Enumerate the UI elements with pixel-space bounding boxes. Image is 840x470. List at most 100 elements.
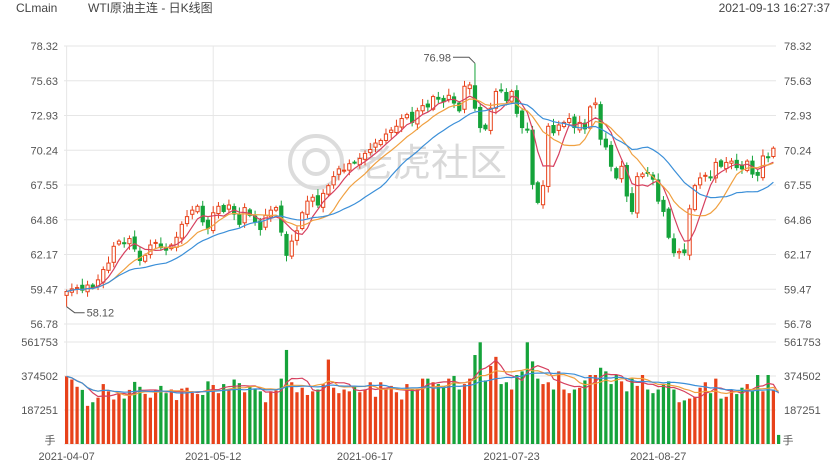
volume-bar xyxy=(101,384,105,444)
watermark-text: 老虎社区 xyxy=(355,141,507,185)
price-tick-right: 67.55 xyxy=(784,180,812,192)
candle-body xyxy=(326,185,331,195)
volume-bar xyxy=(745,384,749,444)
candle xyxy=(336,165,341,181)
candle xyxy=(137,246,143,266)
candle-body xyxy=(137,250,143,262)
volume-bar xyxy=(70,379,74,444)
candle-body xyxy=(488,107,493,131)
candle-body xyxy=(499,89,504,92)
volume-bar xyxy=(85,405,90,444)
volume-bar xyxy=(201,394,205,444)
volume-bar xyxy=(567,393,571,444)
symbol-label: CLmain xyxy=(16,1,58,15)
volume-bar xyxy=(729,389,734,444)
candle xyxy=(703,172,708,182)
volume-bar xyxy=(761,391,765,444)
volume-bar xyxy=(91,402,95,444)
candle xyxy=(745,159,750,173)
candle-body xyxy=(436,96,441,100)
candle xyxy=(237,207,242,228)
candle xyxy=(373,138,378,153)
candle xyxy=(106,256,111,274)
volume-bar xyxy=(687,398,692,444)
candle-body xyxy=(467,84,472,90)
volume-bar xyxy=(394,392,399,444)
candle-body xyxy=(373,142,378,148)
date-tick: 2021-08-27 xyxy=(630,451,686,463)
candle-body xyxy=(582,122,588,130)
candle xyxy=(504,88,509,106)
candle xyxy=(666,207,671,240)
volume-bar xyxy=(693,396,697,444)
candle xyxy=(305,195,310,219)
candle xyxy=(289,234,294,260)
candle xyxy=(514,85,519,118)
candle-body xyxy=(671,238,677,254)
price-tick-right: 64.86 xyxy=(784,215,812,227)
candle xyxy=(682,243,687,256)
volume-bar xyxy=(677,402,681,444)
volume-unit-left: 手 xyxy=(45,433,56,447)
volume-bar xyxy=(776,434,781,444)
volume-bar xyxy=(546,382,550,444)
candle xyxy=(116,239,122,246)
volume-bar xyxy=(410,389,414,444)
volume-bar xyxy=(352,386,357,444)
candle-body xyxy=(273,207,279,211)
candle-body xyxy=(284,233,289,256)
volume-bar xyxy=(148,397,153,444)
candle xyxy=(216,202,221,219)
candle-body xyxy=(635,176,640,214)
candle-body xyxy=(305,200,310,215)
candle-body xyxy=(143,254,148,262)
volume-bar xyxy=(138,386,142,444)
volume-bar xyxy=(232,379,236,444)
timestamp: 2021-09-13 16:27:37 xyxy=(718,1,830,15)
candle-body xyxy=(504,91,509,101)
volume-bar xyxy=(279,378,283,444)
candle-body xyxy=(315,195,321,206)
volume-bars xyxy=(64,342,781,444)
candle xyxy=(383,128,389,145)
price-ma5-line xyxy=(66,95,774,293)
volume-bar xyxy=(96,397,100,444)
candle xyxy=(352,160,357,165)
candle-body xyxy=(640,173,645,178)
volume-bar xyxy=(368,382,372,444)
volume-bar xyxy=(698,387,702,444)
candle-body xyxy=(362,152,368,160)
candle-body xyxy=(289,240,294,257)
volume-bar xyxy=(478,342,482,444)
candle-body xyxy=(352,161,357,164)
candle xyxy=(493,88,499,115)
max-leader-line xyxy=(452,56,476,64)
candle-body xyxy=(692,185,697,211)
candle xyxy=(729,158,734,170)
candle-body xyxy=(111,245,116,263)
volume-bar xyxy=(190,392,194,444)
candle-body xyxy=(216,205,221,215)
volume-bar xyxy=(635,385,639,444)
volume-bar xyxy=(248,385,252,444)
candle-body xyxy=(127,238,132,245)
candle-body xyxy=(331,176,336,186)
candle-body xyxy=(519,110,525,129)
candle xyxy=(467,81,472,95)
volume-bar xyxy=(468,378,472,444)
candle xyxy=(163,243,169,256)
volume-bar xyxy=(436,384,440,444)
candle-body xyxy=(697,177,703,186)
volume-bar xyxy=(583,380,587,444)
price-tick-left: 64.86 xyxy=(30,215,58,227)
candle-body xyxy=(483,124,488,130)
candle-body xyxy=(263,214,268,228)
volume-bar xyxy=(525,342,529,444)
candle xyxy=(629,187,635,215)
candle xyxy=(692,183,697,212)
volume-bar xyxy=(405,384,409,444)
candle xyxy=(378,138,383,147)
volume-bar xyxy=(452,375,456,444)
price-tick-right: 59.47 xyxy=(784,284,812,296)
